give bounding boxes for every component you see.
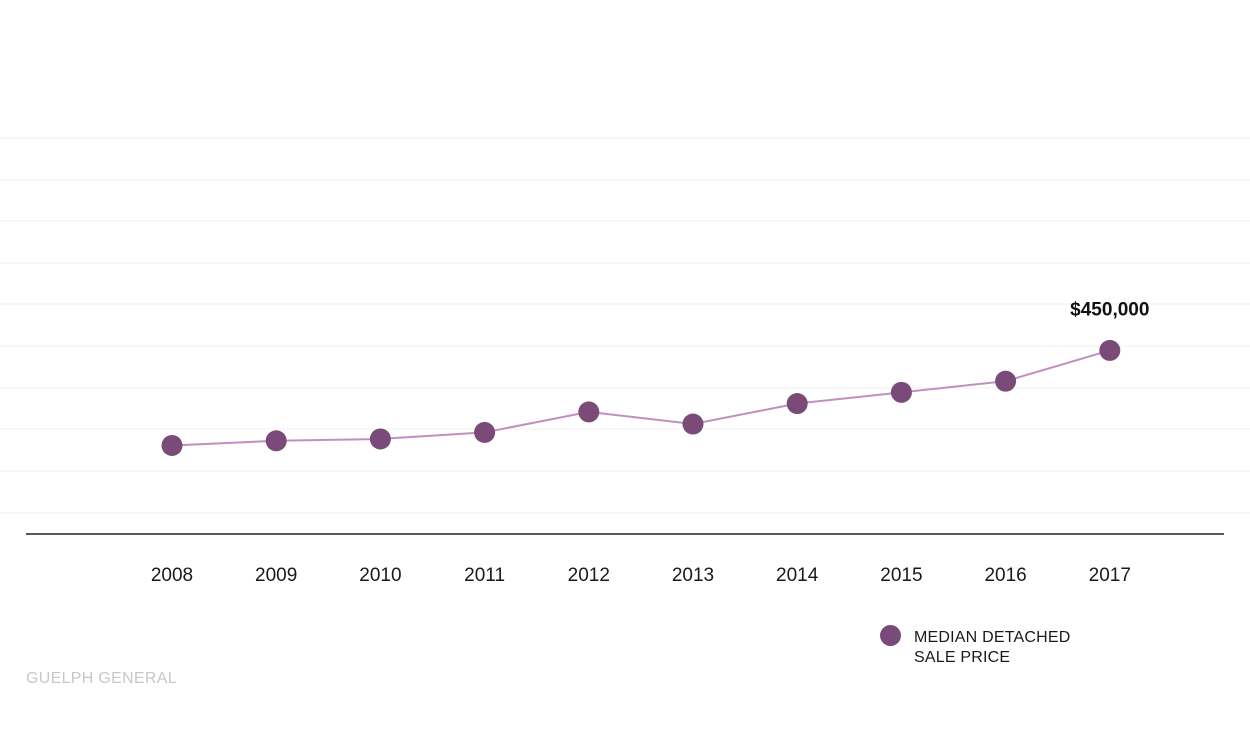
data-point-2011 [474,421,496,443]
data-point-2015 [890,381,912,403]
annotations: $450,000 [1070,299,1149,320]
series-line [171,349,1111,447]
data-point-2016 [995,370,1017,392]
x-tick-label-2014: 2014 [776,565,819,586]
x-tick-label-2010: 2010 [359,565,401,586]
data-point-2014 [786,393,808,415]
x-tick-label-2008: 2008 [151,565,193,586]
x-tick-label-2017: 2017 [1089,565,1131,586]
legend-label-line-1: MEDIAN DETACHED [914,629,1071,646]
legend-label: MEDIAN DETACHED SALE PRICE [914,628,1094,668]
data-point-2013 [682,413,704,435]
data-point-2008 [161,434,183,456]
data-point-2009 [265,430,287,452]
x-tick-label-2016: 2016 [984,565,1026,586]
data-label-2017: $450,000 [1070,299,1149,320]
x-tick-label-2011: 2011 [464,565,505,586]
data-point-2010 [369,428,391,450]
x-tick-label-2015: 2015 [880,565,922,586]
x-tick-label-2012: 2012 [568,565,610,586]
legend: MEDIAN DETACHED SALE PRICE [880,625,1100,669]
legend-label-line-2: SALE PRICE [914,649,1011,666]
series-points [161,339,1121,456]
x-tick-label-2013: 2013 [672,565,714,586]
legend-marker-icon [880,625,901,646]
data-point-2012 [578,401,600,423]
x-tick-labels: 2008 2009 2010 2011 2012 2013 2014 2015 2016 2017 [151,565,1131,586]
source-credit: GUELPH GENERAL [26,670,177,687]
data-point-2017 [1099,339,1121,361]
grid-lines [0,137,1250,514]
series-line-path [171,349,1111,447]
x-tick-label-2009: 2009 [255,565,297,586]
